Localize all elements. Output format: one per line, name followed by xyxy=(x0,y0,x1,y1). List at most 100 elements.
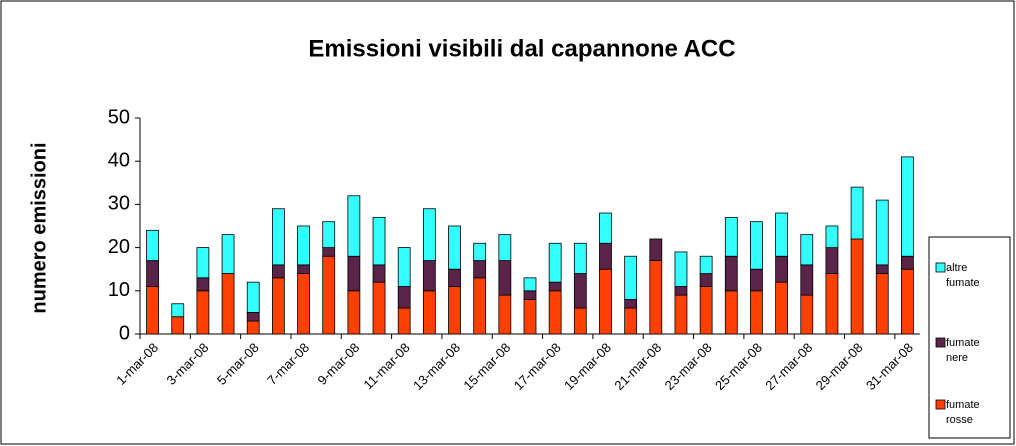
bar-segment xyxy=(573,307,587,335)
bar-segment xyxy=(750,268,763,292)
bar-segment xyxy=(825,247,839,274)
bar-segment xyxy=(674,251,688,287)
bar-segment xyxy=(297,225,310,266)
bar-segment xyxy=(448,268,461,287)
bar-segment xyxy=(750,221,763,270)
bar-segment xyxy=(875,199,889,266)
bar-segment xyxy=(523,277,537,292)
bar-segment xyxy=(800,264,814,296)
bar-segment xyxy=(548,281,562,292)
bar-segment xyxy=(347,195,361,257)
legend-label: altre fumate xyxy=(946,262,980,289)
bar-segment xyxy=(901,255,914,270)
bar-segment xyxy=(146,260,159,287)
y-tick-label: 20 xyxy=(108,236,130,258)
bar-segment xyxy=(372,281,386,335)
bar-segment xyxy=(271,208,285,266)
legend-swatch xyxy=(935,337,946,348)
bar-segment xyxy=(901,156,914,257)
bar-segment xyxy=(196,247,210,279)
chart-title: Emissioni visibili dal capannone ACC xyxy=(308,35,735,62)
bar-segment xyxy=(448,286,461,335)
bar-segment xyxy=(901,268,914,335)
bar-segment xyxy=(699,286,713,335)
bar-segment xyxy=(146,286,159,335)
bar-segment xyxy=(171,303,185,318)
legend-swatch xyxy=(935,399,946,410)
bar-segment xyxy=(775,255,789,283)
bar-segment xyxy=(699,255,713,274)
legend-swatch xyxy=(935,262,946,273)
bar-segment xyxy=(523,290,537,300)
bar-segment xyxy=(347,290,361,335)
bar-segment xyxy=(599,268,612,335)
bar-segment xyxy=(548,242,562,283)
bar-segment xyxy=(775,281,789,335)
bar-segment xyxy=(422,260,436,292)
y-axis-label: numero emissioni xyxy=(28,142,50,313)
bar-segment xyxy=(875,273,889,335)
bar-segment xyxy=(171,316,185,335)
bar-segment xyxy=(246,320,260,335)
bar-segment xyxy=(674,294,688,335)
bar-segment xyxy=(825,273,839,335)
bar-segment xyxy=(246,311,260,322)
bar-segment xyxy=(624,255,638,300)
bar-segment xyxy=(397,286,411,309)
bar-segment xyxy=(724,255,738,292)
bar-segment xyxy=(800,294,814,335)
bar-segment xyxy=(599,212,612,244)
y-tick-label: 40 xyxy=(108,149,130,171)
bar-segment xyxy=(850,186,864,240)
legend-label: fumate nere xyxy=(946,337,980,364)
bar-segment xyxy=(875,264,889,274)
bar-segment xyxy=(548,290,562,335)
bar-segment xyxy=(221,273,235,335)
bar-segment xyxy=(649,260,663,335)
bar-segment xyxy=(699,273,713,287)
bar-segment xyxy=(297,273,310,335)
bar-segment xyxy=(825,225,839,249)
bar-segment xyxy=(271,277,285,335)
bar-segment xyxy=(473,260,487,279)
bar-segment xyxy=(800,234,814,266)
y-tick-label: 0 xyxy=(119,322,130,344)
bar-segment xyxy=(473,277,487,335)
bar-segment xyxy=(322,247,336,257)
bar-segment xyxy=(397,247,411,287)
bar-segment xyxy=(850,238,864,335)
bar-segment xyxy=(221,234,235,274)
bar-segment xyxy=(523,299,537,335)
bar-segment xyxy=(196,277,210,292)
bar-segment xyxy=(196,290,210,335)
bar-segment xyxy=(624,307,638,335)
bar-segment xyxy=(448,225,461,270)
bar-segment xyxy=(624,299,638,309)
bar-segment xyxy=(498,260,512,296)
bar-segment xyxy=(498,294,512,335)
bar-segment xyxy=(573,273,587,309)
y-tick-label: 30 xyxy=(108,193,130,215)
bar-segment xyxy=(246,281,260,313)
bar-segment xyxy=(750,290,763,335)
bar-segment xyxy=(397,307,411,335)
bar-segment xyxy=(674,286,688,296)
bar-segment xyxy=(649,238,663,261)
bar-segment xyxy=(473,242,487,261)
bar-segment xyxy=(347,255,361,292)
bar-segment xyxy=(775,212,789,257)
bar-segment xyxy=(271,264,285,279)
bar-segment xyxy=(372,216,386,266)
bar-segment xyxy=(599,242,612,270)
bar-segment xyxy=(372,264,386,283)
bar-segment xyxy=(724,290,738,335)
bar-segment xyxy=(498,234,512,261)
bar-segment xyxy=(297,264,310,274)
legend-label: fumate rosse xyxy=(946,399,980,426)
bar-segment xyxy=(146,229,159,261)
bar-segment xyxy=(573,242,587,274)
bar-segment xyxy=(322,255,336,335)
bar-segment xyxy=(322,221,336,248)
